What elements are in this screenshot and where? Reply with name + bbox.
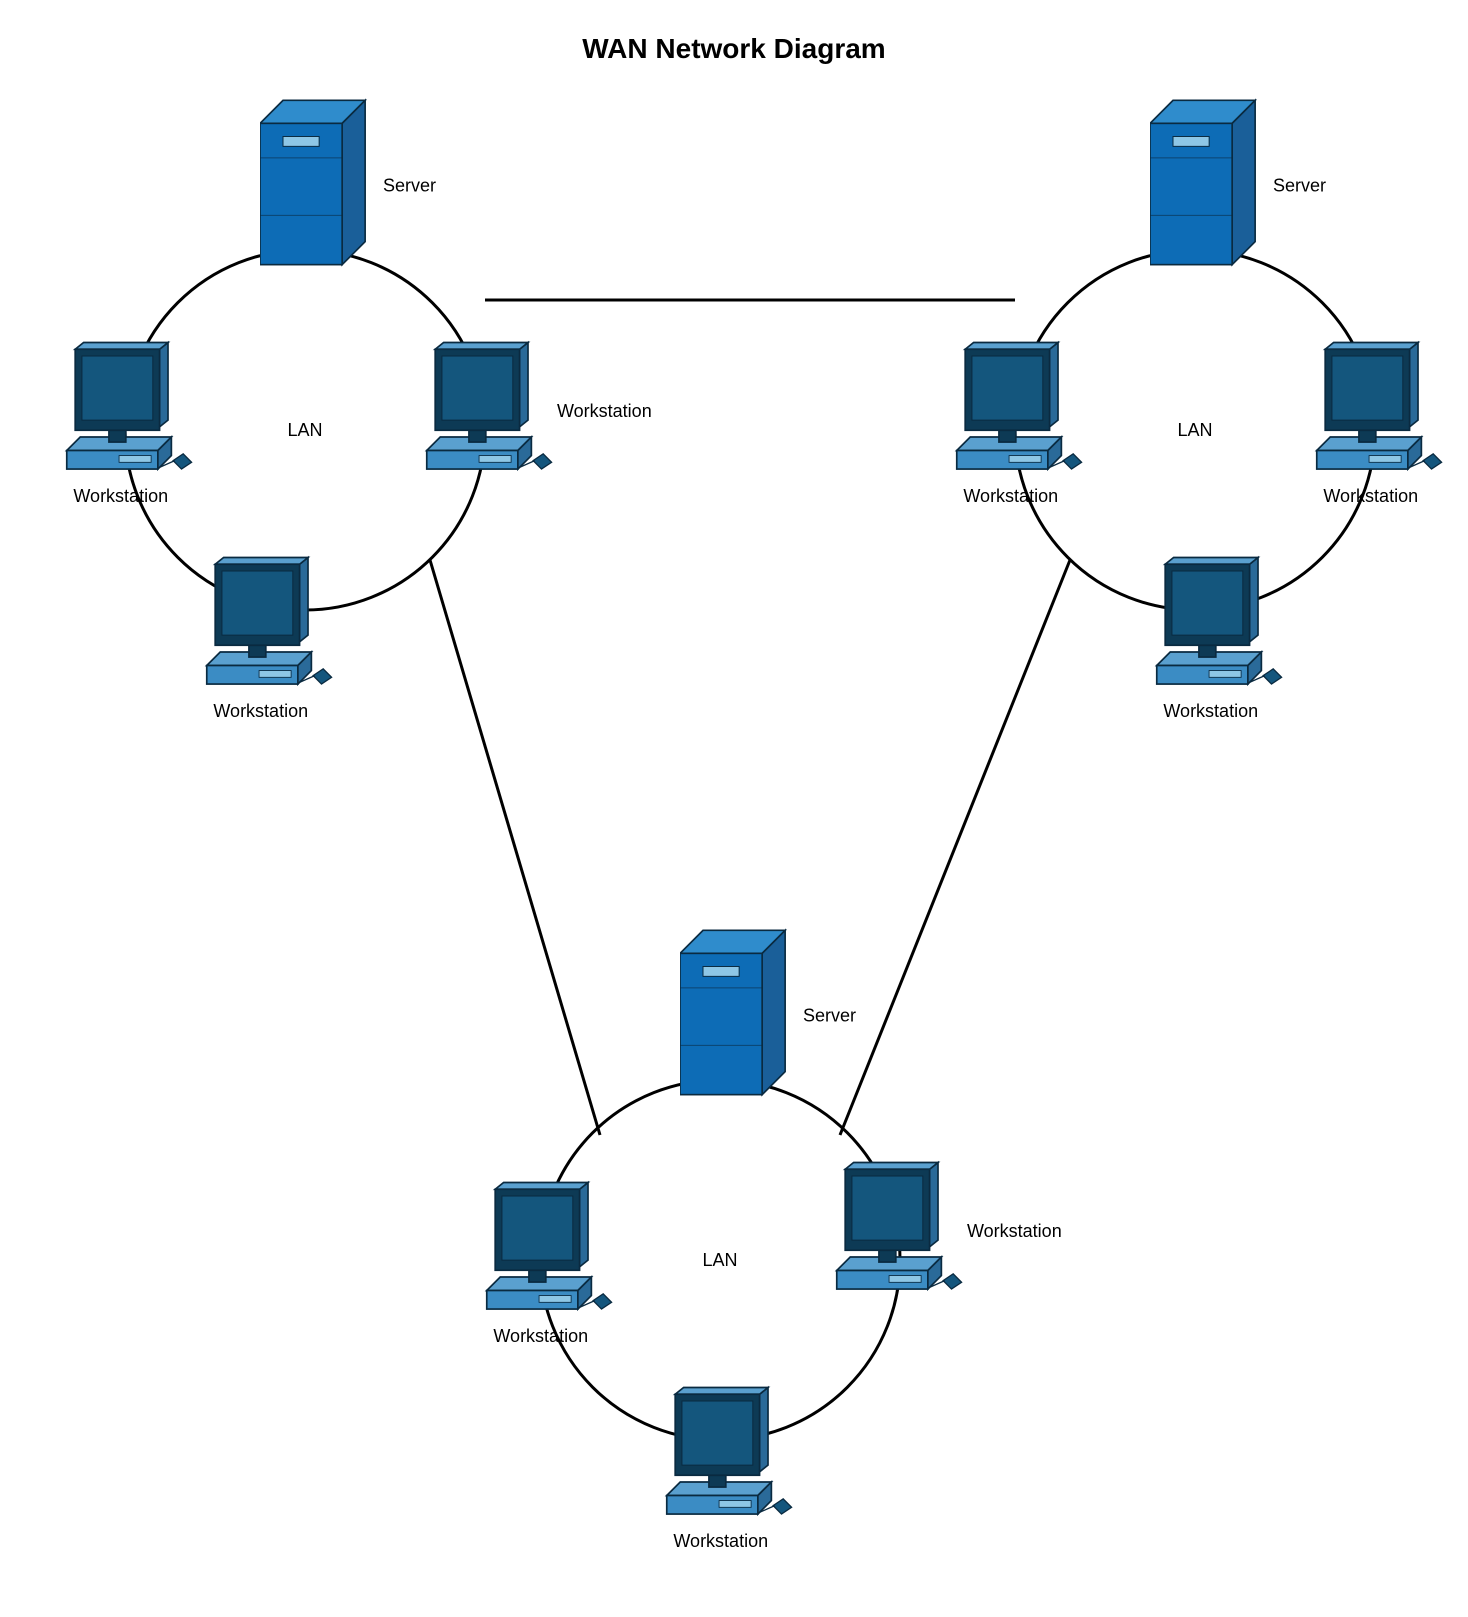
wan-link: [430, 560, 600, 1135]
lan-c-label: LAN: [702, 1250, 737, 1270]
node-label: Workstation: [213, 701, 308, 721]
server-node: Server: [260, 100, 436, 264]
workstation-icon: [207, 558, 332, 685]
workstation-node: Workstation: [427, 343, 652, 470]
server-node: Server: [1150, 100, 1326, 264]
workstation-icon: [487, 1183, 612, 1310]
wan-link: [840, 560, 1070, 1135]
nodes: Server Workstation Workstation Workstation S…: [67, 100, 1442, 1551]
workstation-icon: [837, 1163, 962, 1290]
workstation-icon: [67, 343, 192, 470]
workstation-icon: [427, 343, 552, 470]
server-icon: [680, 930, 785, 1094]
workstation-icon: [667, 1388, 792, 1515]
workstation-node: Workstation: [67, 343, 192, 507]
node-label: Workstation: [73, 486, 168, 506]
lan-a-label: LAN: [287, 420, 322, 440]
node-label: Workstation: [557, 401, 652, 421]
node-label: Workstation: [967, 1221, 1062, 1241]
workstation-node: Workstation: [1157, 558, 1282, 722]
node-label: Workstation: [1323, 486, 1418, 506]
server-icon: [260, 100, 365, 264]
workstation-node: Workstation: [1317, 343, 1442, 507]
workstation-node: Workstation: [487, 1183, 612, 1347]
node-label: Server: [803, 1005, 856, 1025]
server-node: Server: [680, 930, 856, 1094]
workstation-node: Workstation: [207, 558, 332, 722]
lan-b-label: LAN: [1177, 420, 1212, 440]
lan-rings: LAN LAN LAN: [125, 250, 1375, 1440]
node-label: Server: [383, 175, 436, 195]
workstation-icon: [957, 343, 1082, 470]
node-label: Workstation: [493, 1326, 588, 1346]
workstation-icon: [1157, 558, 1282, 685]
workstation-node: Workstation: [837, 1163, 1062, 1290]
workstation-node: Workstation: [667, 1388, 792, 1552]
node-label: Workstation: [1163, 701, 1258, 721]
node-label: Server: [1273, 175, 1326, 195]
node-label: Workstation: [963, 486, 1058, 506]
diagram-title: WAN Network Diagram: [582, 33, 885, 64]
server-icon: [1150, 100, 1255, 264]
node-label: Workstation: [673, 1531, 768, 1551]
workstation-icon: [1317, 343, 1442, 470]
workstation-node: Workstation: [957, 343, 1082, 507]
